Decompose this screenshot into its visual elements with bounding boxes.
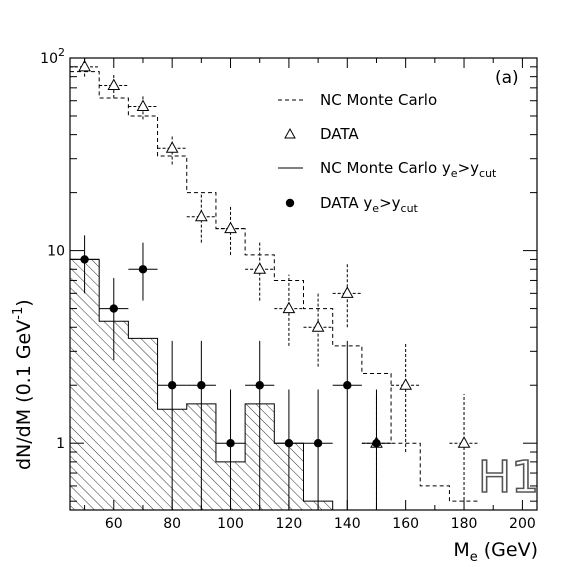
data-point-1 [107,78,121,90]
x-tick-label: 60 [105,516,123,532]
panel-label: (a) [495,68,519,88]
data-point-6 [253,262,267,274]
ycut-data-point-1 [109,304,118,313]
h1-logo: H1 [478,452,539,503]
data-point-9 [340,286,354,298]
mc-ycut-hatched-area [70,259,421,510]
data-point-5 [224,221,237,234]
ycut-data-point-0 [80,255,89,264]
x-tick-label: 100 [217,516,244,532]
y-tick-label: 10 [47,244,65,260]
legend-entry-1: DATA [320,125,359,143]
data-point-4 [194,209,208,222]
x-axis-title: Me (GeV) [453,539,538,565]
legend-triangle-marker [284,127,296,139]
ycut-data-point-2 [138,265,148,274]
ycut-data-point-10 [372,439,381,448]
ycut-data-point-3 [167,381,177,390]
legend-dot-marker [285,198,295,208]
ycut-data-point-5 [226,439,235,448]
ycut-data-point-6 [255,381,264,390]
legend-entry-2: NC Monte Carlo ye>ycut [320,159,497,180]
y-tick-label: 102 [40,46,65,67]
ycut-data-point-7 [284,439,294,448]
x-tick-label: 200 [509,516,536,532]
x-tick-label: 120 [276,516,303,532]
y-axis-title: dN/dM (0.1 GeV-1) [11,299,35,470]
data-point-12 [457,436,471,448]
data-point-2 [136,99,150,111]
ycut-data-point-4 [197,381,206,390]
y-tick-label: 1 [56,436,65,452]
x-tick-label: 140 [334,516,361,532]
legend-entry-3: DATA ye>ycut [320,194,419,215]
data-point-11 [399,378,413,390]
data-point-8 [311,320,325,332]
legend-entry-0: NC Monte Carlo [320,91,437,109]
mc-histogram [70,71,479,502]
x-tick-label: 160 [392,516,419,532]
ycut-data-point-9 [343,381,352,390]
data-point-7 [282,301,296,314]
x-tick-label: 80 [163,516,181,532]
data-point-3 [165,141,179,153]
ycut-data-point-8 [313,439,323,448]
data-point-0 [78,59,91,72]
plot-frame [69,57,538,511]
x-tick-label: 180 [451,516,478,532]
